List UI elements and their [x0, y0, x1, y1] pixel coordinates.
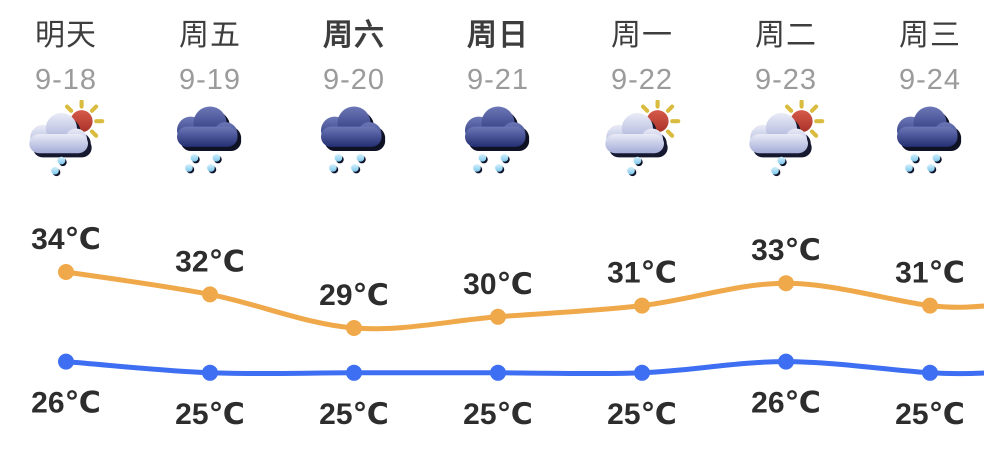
day-name: 周二	[755, 19, 817, 52]
low-temp-label: 25℃	[895, 398, 965, 431]
low-temp-label: 26℃	[751, 387, 821, 420]
high-temp-label: 31℃	[607, 257, 677, 290]
day-date: 9-22	[610, 64, 674, 96]
high-temp-point	[58, 264, 74, 280]
day-name: 周三	[899, 19, 961, 52]
sun-rays	[640, 100, 681, 138]
sun-shower-icon	[29, 100, 105, 177]
high-temp-label: 34℃	[31, 223, 101, 256]
day-date: 9-21	[466, 64, 530, 96]
weather-icon-slot	[0, 100, 138, 184]
day-name: 周日	[467, 19, 529, 52]
high-temp-point	[778, 275, 794, 292]
raindrops	[771, 156, 787, 177]
day-column[interactable]: 周二 9-23	[714, 0, 858, 184]
weather-icon-slot	[858, 100, 984, 184]
high-temp-label: 31℃	[895, 257, 965, 290]
low-temp-label: 25℃	[607, 398, 677, 431]
sun-rays	[64, 100, 105, 138]
weather-icon-slot	[138, 100, 282, 184]
rain-icon	[177, 106, 242, 174]
rain-cloud	[321, 106, 382, 147]
low-temp-point	[922, 364, 938, 381]
low-temp-line	[63, 359, 984, 377]
raindrops	[473, 153, 510, 174]
low-temp-label: 25℃	[175, 398, 245, 431]
weather-icon-slot	[282, 100, 426, 184]
weather-icon-slot	[570, 100, 714, 184]
raindrops	[51, 156, 67, 177]
raindrops	[329, 153, 366, 174]
low-temp-label: 26℃	[31, 387, 101, 420]
raindrops	[185, 153, 222, 174]
high-temp-point	[202, 286, 218, 303]
day-name: 明天	[35, 19, 97, 52]
day-column[interactable]: 周一 9-22	[570, 0, 714, 184]
low-temp-label: 25℃	[463, 398, 533, 431]
rain-cloud	[465, 106, 526, 147]
day-date: 9-24	[898, 64, 962, 96]
day-date: 9-19	[178, 64, 242, 96]
weather-icon-slot	[714, 100, 858, 184]
raindrops	[627, 156, 643, 177]
weather-icon-slot	[426, 100, 570, 184]
day-name: 周一	[611, 19, 673, 52]
sun-rays	[784, 100, 825, 138]
day-column[interactable]: 明天 9-18	[0, 0, 138, 184]
day-column[interactable]: 周三 9-24	[858, 0, 984, 184]
light-cloud	[605, 112, 664, 154]
high-temp-point	[346, 320, 362, 336]
day-date: 9-20	[322, 64, 386, 96]
high-temp-label: 32℃	[175, 245, 245, 278]
high-temp-point	[922, 297, 938, 314]
low-temp-label: 25℃	[319, 398, 389, 431]
low-temp-point	[202, 364, 218, 381]
low-temp-point	[490, 364, 506, 381]
low-temp-point	[778, 353, 794, 370]
light-cloud	[749, 112, 808, 154]
day-date: 9-23	[754, 64, 818, 96]
rain-cloud	[177, 106, 238, 147]
low-temp-point	[634, 364, 650, 381]
high-temp-label: 29℃	[319, 279, 389, 312]
rain-icon	[321, 106, 386, 174]
rain-icon	[897, 106, 962, 174]
raindrops	[905, 153, 942, 174]
day-column[interactable]: 周六 9-20	[282, 0, 426, 184]
day-date: 9-18	[34, 64, 98, 96]
day-name: 周五	[179, 19, 241, 52]
high-temp-label: 30℃	[463, 268, 533, 301]
day-name: 周六	[323, 19, 385, 52]
high-temp-point	[490, 308, 506, 325]
sun-shower-icon	[605, 100, 681, 177]
high-temp-label: 33℃	[751, 234, 821, 267]
rain-cloud	[897, 106, 958, 147]
low-temp-point	[58, 353, 74, 370]
sun-shower-icon	[749, 100, 825, 177]
day-column[interactable]: 周五 9-19	[138, 0, 282, 184]
high-temp-line	[63, 269, 984, 332]
light-cloud	[29, 112, 88, 154]
low-temp-point	[346, 364, 362, 381]
high-temp-point	[634, 297, 650, 314]
day-column[interactable]: 周日 9-21	[426, 0, 570, 184]
rain-icon	[465, 106, 530, 174]
